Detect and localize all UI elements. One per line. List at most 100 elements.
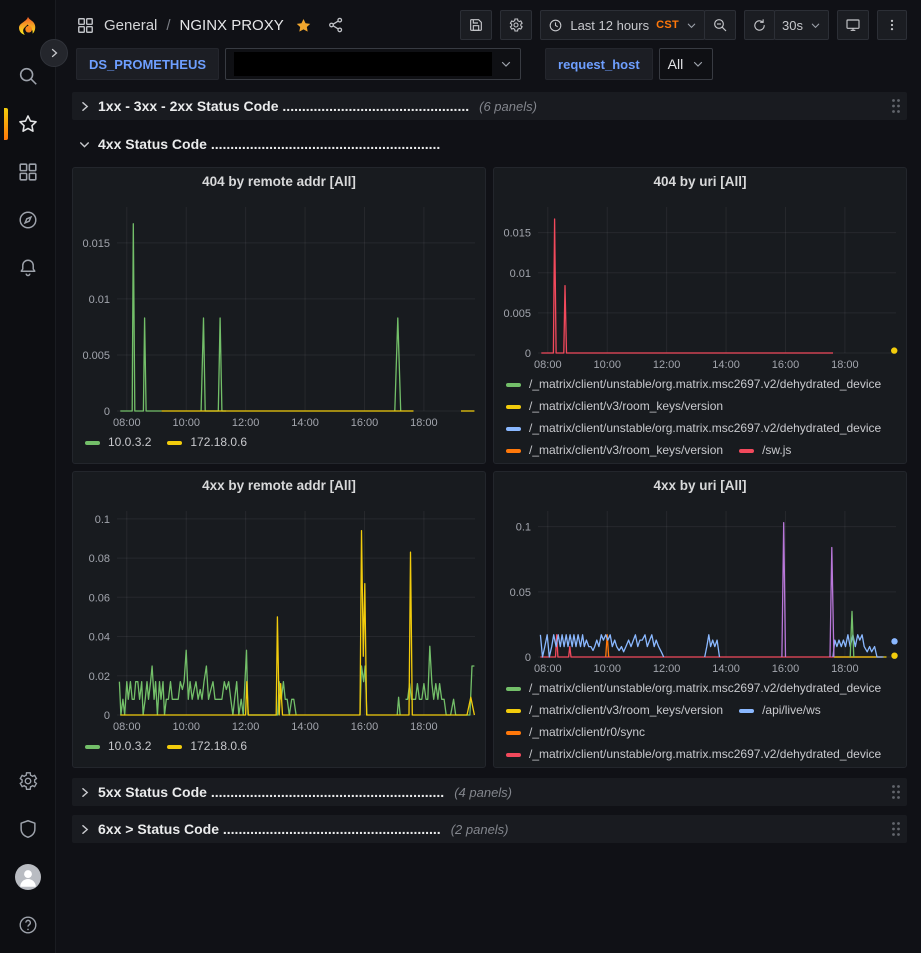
legend-label: 172.18.0.6 xyxy=(190,435,247,450)
legend-item[interactable]: 172.18.0.6 xyxy=(167,739,247,754)
time-series-chart[interactable]: 08:0010:0012:0014:0016:0018:0000.020.040… xyxy=(73,499,483,735)
legend-item[interactable]: /_matrix/client/v3/room_keys/version xyxy=(506,443,723,458)
breadcrumb-section[interactable]: General xyxy=(104,17,157,34)
legend-item[interactable]: /_matrix/client/v3/room_keys/version xyxy=(506,703,723,718)
sidebar-item-starred[interactable] xyxy=(4,104,52,144)
chevron-down-icon xyxy=(692,58,704,70)
sidebar-item-profile[interactable] xyxy=(4,857,52,897)
svg-text:16:00: 16:00 xyxy=(351,417,379,429)
legend-label: /_matrix/client/unstable/org.matrix.msc2… xyxy=(529,681,881,696)
time-series-chart[interactable]: 08:0010:0012:0014:0016:0018:0000.0050.01… xyxy=(494,195,904,373)
legend-item[interactable]: /_matrix/client/unstable/org.matrix.msc2… xyxy=(506,681,881,696)
sidebar-expand-button[interactable] xyxy=(40,39,68,67)
refresh-button[interactable] xyxy=(744,10,775,40)
legend-swatch xyxy=(167,441,182,445)
dashboards-grid-icon xyxy=(17,161,39,183)
svg-text:14:00: 14:00 xyxy=(291,417,319,429)
datasource-select[interactable] xyxy=(225,48,521,80)
compass-icon xyxy=(17,209,39,231)
row-panel-count: (6 panels) xyxy=(479,99,537,114)
svg-text:0.005: 0.005 xyxy=(503,308,531,320)
panel-legend: /_matrix/client/unstable/org.matrix.msc2… xyxy=(494,677,906,763)
legend-item[interactable]: /_matrix/client/unstable/org.matrix.msc2… xyxy=(506,377,881,392)
person-icon xyxy=(15,864,41,890)
drag-handle-icon[interactable] xyxy=(883,784,901,800)
drag-handle-icon[interactable] xyxy=(883,98,901,114)
svg-text:0.05: 0.05 xyxy=(510,587,531,599)
panel-title[interactable]: 404 by remote addr [All] xyxy=(73,168,485,195)
chevron-down-icon xyxy=(78,138,91,151)
svg-text:0.1: 0.1 xyxy=(95,514,110,526)
refresh-icon xyxy=(752,18,767,33)
redacted-value xyxy=(234,52,492,76)
star-icon xyxy=(17,113,39,135)
legend-item[interactable]: /api/live/ws xyxy=(739,703,821,718)
legend-item[interactable]: 10.0.3.2 xyxy=(85,435,151,450)
legend-item[interactable]: /_matrix/client/unstable/org.matrix.msc2… xyxy=(506,421,881,436)
svg-text:08:00: 08:00 xyxy=(534,359,562,371)
gear-icon xyxy=(508,17,524,33)
row-1xx-3xx-2xx-status-code[interactable]: 1xx - 3xx - 2xx Status Code ............… xyxy=(72,92,907,120)
svg-text:18:00: 18:00 xyxy=(410,417,438,429)
time-range-picker[interactable]: Last 12 hours CST xyxy=(540,10,705,40)
sidebar-item-settings[interactable] xyxy=(4,761,52,801)
zoom-out-time-button[interactable] xyxy=(704,10,736,40)
legend-item[interactable]: /sw.js xyxy=(739,443,791,458)
more-options-button[interactable] xyxy=(877,10,907,40)
sidebar-item-help[interactable] xyxy=(4,905,52,945)
legend-item[interactable]: /_matrix/client/unstable/org.matrix.msc2… xyxy=(506,747,881,762)
legend-swatch xyxy=(506,731,521,735)
drag-handle-icon[interactable] xyxy=(883,821,901,837)
legend-swatch xyxy=(167,745,182,749)
chevron-down-icon xyxy=(686,20,697,31)
legend-label: /_matrix/client/unstable/org.matrix.msc2… xyxy=(529,421,881,436)
svg-text:16:00: 16:00 xyxy=(351,721,379,733)
panel-title[interactable]: 4xx by remote addr [All] xyxy=(73,472,485,499)
dashboard-settings-button[interactable] xyxy=(500,10,532,40)
panel-4xx-by-uri-all: 4xx by uri [All]08:0010:0012:0014:0016:0… xyxy=(493,471,907,768)
legend-item[interactable]: 10.0.3.2 xyxy=(85,739,151,754)
save-dashboard-button[interactable] xyxy=(460,10,492,40)
refresh-interval-picker[interactable]: 30s xyxy=(774,10,829,40)
legend-label: /_matrix/client/r0/sync xyxy=(529,725,645,740)
svg-text:18:00: 18:00 xyxy=(831,359,859,371)
svg-text:08:00: 08:00 xyxy=(113,721,141,733)
request-host-select[interactable]: All xyxy=(659,48,713,80)
chevron-down-icon xyxy=(810,20,821,31)
legend-label: /sw.js xyxy=(762,443,791,458)
sidebar-item-alerting[interactable] xyxy=(4,248,52,288)
favorite-star-button[interactable] xyxy=(295,17,312,34)
time-series-chart[interactable]: 08:0010:0012:0014:0016:0018:0000.050.1 xyxy=(494,499,904,677)
legend-item[interactable]: /_matrix/client/v3/room_keys/version xyxy=(506,399,723,414)
panel-4xx-by-remote-addr-all: 4xx by remote addr [All]08:0010:0012:001… xyxy=(72,471,486,768)
var-ds-prometheus: DS_PROMETHEUS xyxy=(76,48,521,80)
svg-text:16:00: 16:00 xyxy=(772,359,800,371)
tv-mode-button[interactable] xyxy=(837,10,869,40)
row-6xx-status-code[interactable]: 6xx > Status Code ......................… xyxy=(72,815,907,843)
row-4xx-status-code[interactable]: 4xx Status Code ........................… xyxy=(72,130,907,158)
legend-item[interactable]: /_matrix/client/r0/sync xyxy=(506,725,645,740)
var-request-host: request_host All xyxy=(545,48,713,80)
user-avatar xyxy=(15,864,41,890)
share-button[interactable] xyxy=(327,16,345,34)
row-5xx-status-code[interactable]: 5xx Status Code ........................… xyxy=(72,778,907,806)
svg-text:14:00: 14:00 xyxy=(712,663,740,675)
sidebar-item-explore[interactable] xyxy=(4,200,52,240)
row-title: 6xx > Status Code ......................… xyxy=(98,821,441,837)
panel-grid: 404 by remote addr [All] 08:0010:0012:001… xyxy=(72,167,907,768)
legend-swatch xyxy=(506,753,521,757)
search-icon xyxy=(17,65,39,87)
svg-text:0.015: 0.015 xyxy=(503,228,531,240)
legend-swatch xyxy=(506,405,521,409)
svg-text:0.02: 0.02 xyxy=(89,671,110,683)
panel-title[interactable]: 4xx by uri [All] xyxy=(494,472,906,499)
sidebar-item-dashboards[interactable] xyxy=(4,152,52,192)
time-series-chart[interactable]: 08:0010:0012:0014:0016:0018:0000.0050.01… xyxy=(73,195,483,431)
request-host-value: All xyxy=(668,56,684,72)
svg-text:0: 0 xyxy=(525,348,531,360)
panel-title[interactable]: 404 by uri [All] xyxy=(494,168,906,195)
sidebar-item-server-admin[interactable] xyxy=(4,809,52,849)
refresh-interval-label: 30s xyxy=(782,18,803,33)
legend-swatch xyxy=(739,449,754,453)
legend-item[interactable]: 172.18.0.6 xyxy=(167,435,247,450)
